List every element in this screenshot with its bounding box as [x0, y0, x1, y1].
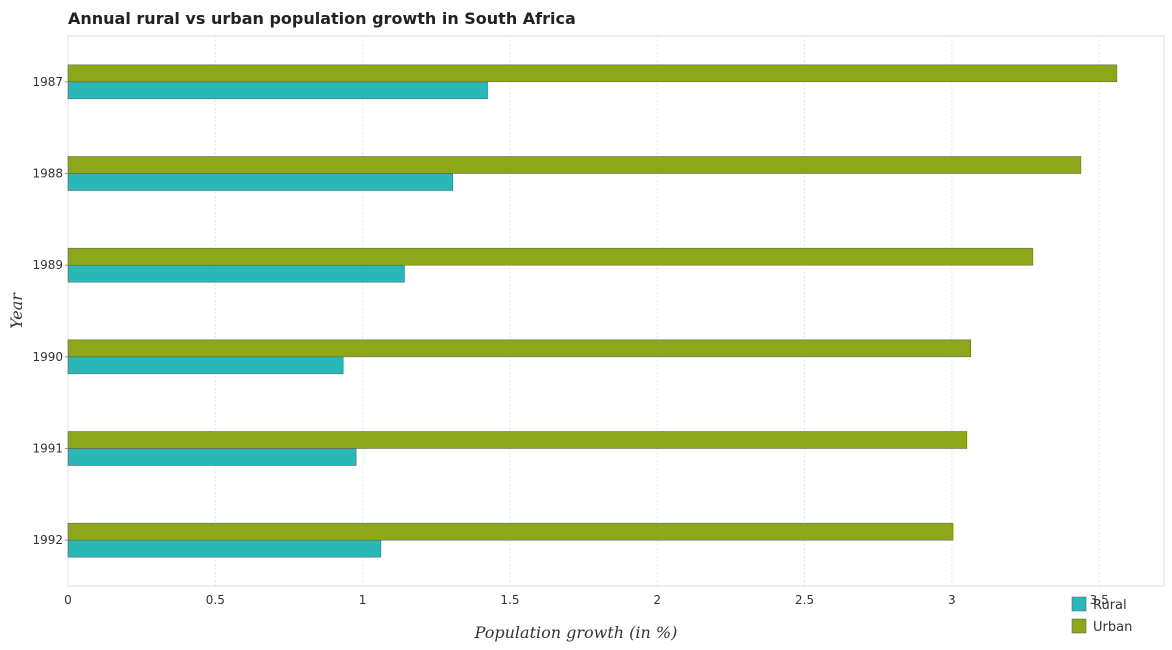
bar-urban-1991 [67, 431, 968, 449]
y-tick-label: 1989 [32, 258, 63, 272]
x-tick-label: 3.5 [1090, 593, 1109, 607]
legend-label-urban: Urban [1093, 620, 1132, 635]
x-axis-label: Population growth (in %) [474, 623, 678, 642]
y-tick-label: 1992 [32, 533, 63, 547]
bars [67, 64, 1118, 558]
y-tick-label: 1988 [32, 167, 63, 181]
x-tick-label: 3 [948, 593, 956, 607]
legend-label-rural: Rural [1093, 598, 1127, 613]
bar-rural-1992 [67, 539, 382, 558]
bar-urban-1992 [67, 522, 954, 541]
legend-swatch-urban [1071, 618, 1087, 634]
bar-rural-1987 [67, 81, 488, 100]
y-tick-label: 1987 [32, 75, 63, 89]
bar-rural-1988 [67, 173, 454, 191]
x-tick-label: 2.5 [795, 593, 814, 607]
legend-swatch-rural [1071, 596, 1087, 612]
x-tick-label: 1 [359, 593, 367, 607]
plot-area [67, 35, 1165, 587]
x-tick-labels: 0 0.5 1 1.5 2 2.5 3 3.5 [64, 593, 1109, 607]
y-tick-label: 1991 [32, 442, 63, 456]
x-tick-label: 2 [653, 593, 661, 607]
bar-rural-1989 [67, 264, 405, 283]
legend: Rural Urban [1071, 596, 1132, 635]
y-tick-labels: 1987 1988 1989 1990 1991 1992 [32, 75, 68, 547]
y-tick-label: 1990 [32, 350, 63, 364]
bar-urban-1990 [67, 339, 971, 358]
bar-urban-1989 [67, 247, 1034, 266]
y-axis-label: Year [7, 292, 26, 329]
x-tick-label: 0 [64, 593, 72, 607]
chart-title: Annual rural vs urban population growth … [68, 9, 576, 28]
bar-rural-1990 [67, 356, 344, 375]
bar-rural-1991 [67, 448, 357, 466]
x-tick-label: 1.5 [500, 593, 519, 607]
bar-urban-1987 [67, 64, 1118, 83]
x-tick-label: 0.5 [206, 593, 225, 607]
bar-urban-1988 [67, 156, 1082, 174]
